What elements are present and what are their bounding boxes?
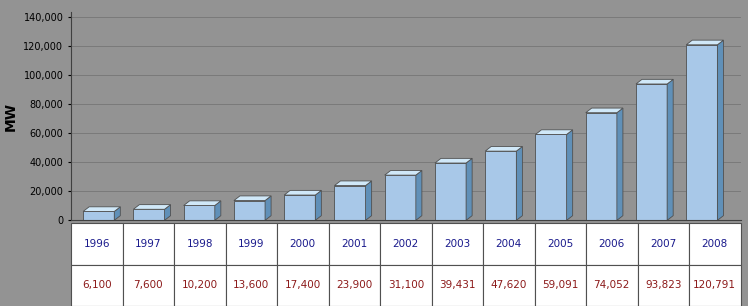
Polygon shape (636, 79, 673, 84)
Polygon shape (83, 207, 120, 211)
Polygon shape (586, 108, 623, 113)
Polygon shape (567, 130, 573, 220)
Polygon shape (265, 196, 271, 220)
Polygon shape (617, 108, 623, 220)
Polygon shape (184, 201, 221, 206)
Polygon shape (284, 195, 316, 220)
Polygon shape (234, 200, 265, 220)
Polygon shape (466, 159, 472, 220)
Polygon shape (586, 113, 617, 220)
Polygon shape (485, 147, 522, 151)
Polygon shape (165, 205, 171, 220)
Polygon shape (536, 134, 567, 220)
Polygon shape (686, 45, 717, 220)
Polygon shape (114, 207, 120, 220)
Polygon shape (334, 181, 372, 186)
Polygon shape (667, 79, 673, 220)
Polygon shape (384, 175, 416, 220)
Polygon shape (435, 163, 466, 220)
Y-axis label: MW: MW (4, 102, 18, 131)
Polygon shape (234, 196, 271, 200)
Polygon shape (435, 159, 472, 163)
Polygon shape (316, 190, 322, 220)
Polygon shape (636, 84, 667, 220)
Polygon shape (686, 40, 723, 45)
Polygon shape (516, 147, 522, 220)
Polygon shape (334, 186, 366, 220)
Polygon shape (83, 211, 114, 220)
Polygon shape (384, 170, 422, 175)
Polygon shape (717, 40, 723, 220)
Polygon shape (184, 206, 215, 220)
Polygon shape (133, 205, 171, 209)
Polygon shape (366, 181, 372, 220)
Polygon shape (133, 209, 165, 220)
Polygon shape (485, 151, 516, 220)
Polygon shape (536, 130, 573, 134)
Polygon shape (284, 190, 322, 195)
Polygon shape (215, 201, 221, 220)
Polygon shape (416, 170, 422, 220)
